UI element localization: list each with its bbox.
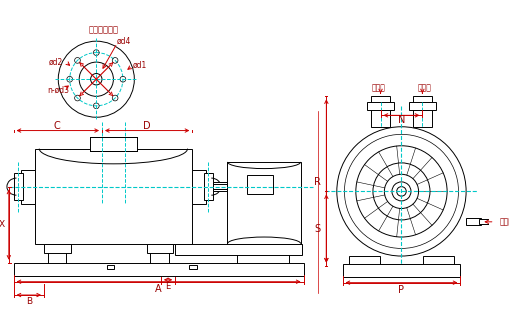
Bar <box>44 244 70 253</box>
Text: 供水口: 供水口 <box>498 217 509 226</box>
Bar <box>192 169 205 204</box>
Bar <box>366 102 393 110</box>
Text: R: R <box>313 177 320 187</box>
Bar <box>465 218 480 225</box>
Bar <box>21 169 35 204</box>
Text: 排气口: 排气口 <box>416 83 431 92</box>
Bar <box>14 173 23 200</box>
Bar <box>412 96 431 127</box>
Bar <box>349 256 379 265</box>
Bar <box>478 219 488 224</box>
Bar <box>175 244 301 255</box>
Bar <box>189 265 196 269</box>
Text: X: X <box>0 220 5 229</box>
Text: B: B <box>25 297 32 306</box>
Bar <box>408 102 435 110</box>
Bar <box>106 265 114 269</box>
Text: ød1: ød1 <box>132 60 147 69</box>
Text: S: S <box>314 224 320 234</box>
Bar <box>90 137 137 151</box>
Bar <box>246 175 273 194</box>
Bar <box>227 162 300 244</box>
Text: P: P <box>398 285 404 295</box>
Text: ød4: ød4 <box>117 37 131 46</box>
Bar <box>342 264 460 277</box>
Text: C: C <box>54 121 61 131</box>
Text: n-ød3: n-ød3 <box>47 86 69 95</box>
Bar <box>35 149 192 244</box>
Bar <box>203 173 213 200</box>
Text: N: N <box>397 115 404 125</box>
Bar <box>371 96 389 127</box>
Text: ød2: ød2 <box>49 57 63 66</box>
Bar <box>213 182 227 191</box>
Text: A: A <box>154 284 161 294</box>
Bar <box>14 263 303 276</box>
Circle shape <box>336 127 465 256</box>
Bar <box>147 244 173 253</box>
Bar <box>422 256 453 265</box>
Text: E: E <box>164 282 170 291</box>
Text: 进气口: 进气口 <box>371 83 385 92</box>
Text: 进排气口尺寸: 进排气口尺寸 <box>89 25 119 34</box>
Text: D: D <box>143 121 150 131</box>
